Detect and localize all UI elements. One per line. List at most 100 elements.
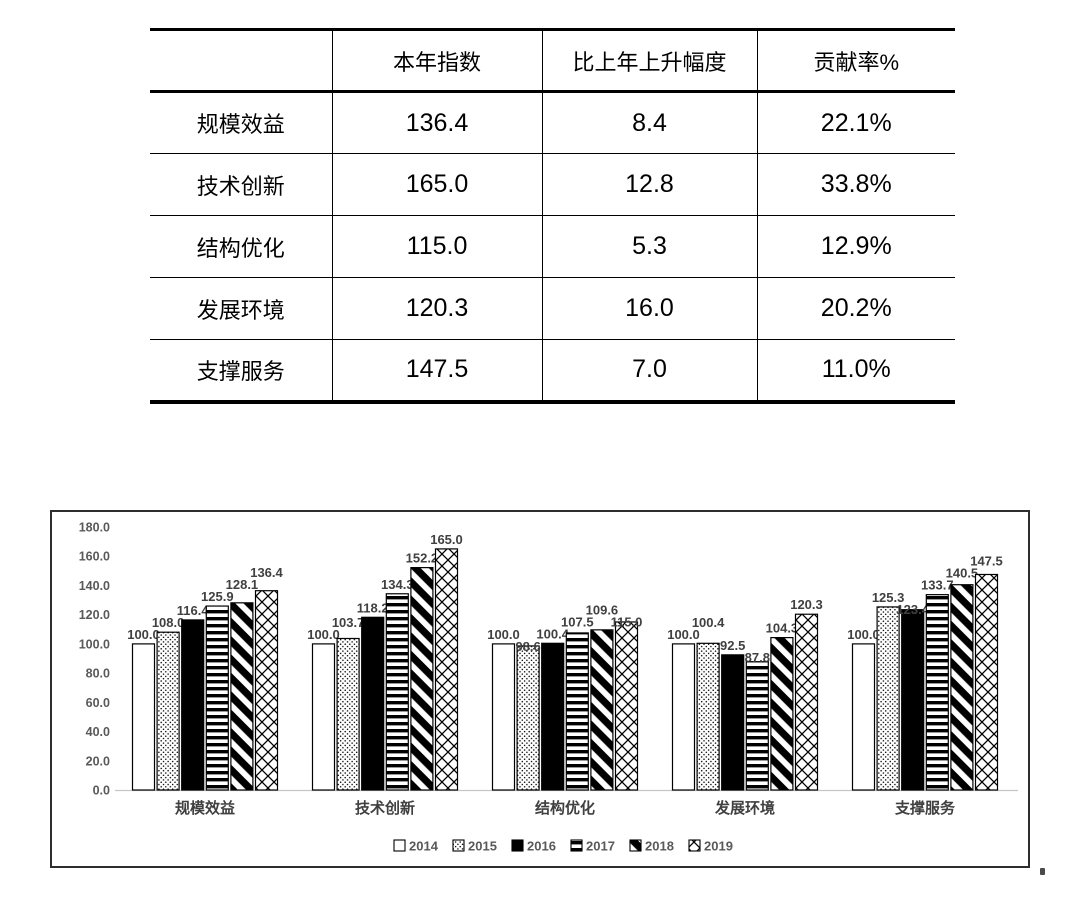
artifact-mark [1040,868,1045,875]
table-row: 支撑服务 147.5 7.0 11.0% [150,339,955,402]
y-tick-label: 60.0 [86,696,110,710]
bar-2018-group4 [950,584,974,791]
y-tick-label: 0.0 [93,784,110,798]
value-label: 125.3 [872,590,905,605]
value-label: 100.0 [847,627,880,642]
value-label: 87.8 [745,650,770,665]
table-header-cell: 比上年上升幅度 [541,29,757,92]
bar-2014-group1 [311,643,336,791]
value-label: 100.0 [127,627,160,642]
cell-value: 8.4 [541,91,757,154]
bar-2014-group2 [491,643,516,791]
row-label: 发展环境 [196,297,285,323]
table-header-row: 本年指数 比上年上升幅度 贡献率% [150,29,955,92]
value-label: 100.0 [667,627,700,642]
bar-2015-group2 [516,645,540,791]
value-label: 165.0 [430,532,463,547]
bar-2017-group1 [385,593,409,791]
cell-value: 115.0 [331,215,542,278]
value-label: 100.0 [487,627,520,642]
value-label: 118.2 [357,600,389,615]
cell-value: 5.3 [541,215,757,278]
bar-2018-group0 [230,602,254,791]
legend-label-2014: 2014 [409,839,439,854]
legend-swatch-2017 [570,839,583,852]
category-label: 规模效益 [175,799,235,817]
bar-2019-group2 [614,621,639,791]
bar-2016-group0 [181,619,205,791]
value-label: 109.6 [586,602,619,617]
bar-2019-group0 [254,590,279,791]
bar-2019-group1 [434,548,459,791]
bar-2017-group0 [205,605,229,791]
cell-value: 11.0% [756,339,955,402]
value-label: 92.5 [720,638,745,653]
bar-2019-group4 [974,573,999,791]
category-label: 技术创新 [355,799,415,817]
bar-2016-group3 [721,654,745,791]
value-label: 115.0 [611,614,643,629]
legend-swatch-2014 [393,839,406,852]
legend-label-2016: 2016 [527,839,556,854]
value-label: 133.7 [921,578,954,593]
row-label: 规模效益 [196,112,285,137]
y-tick-label: 20.0 [86,754,110,768]
table-body: 规模效益 136.4 8.4 22.1% 技术创新 165.0 12.8 33.8% 结构优化 1… [150,91,955,402]
y-tick-label: 40.0 [86,725,110,739]
bar-2015-group1 [336,637,360,791]
cell-value: 7.0 [541,339,757,402]
y-tick-label: 180.0 [79,521,110,535]
bar-2018-group2 [590,629,614,791]
legend-label-2019: 2019 [704,839,733,854]
cell-value: 147.5 [331,339,542,402]
bar-2016-group1 [361,616,385,791]
row-label: 技术创新 [196,173,285,199]
legend-swatch-2015 [452,839,465,852]
value-label: 98.6 [515,639,540,654]
category-label: 支撑服务 [894,799,956,817]
indicator-table: 本年指数 比上年上升幅度 贡献率% 规模效益 136.4 8.4 22.1% 技术创新 165… [150,28,955,404]
legend-label-2018: 2018 [645,839,674,854]
bar-chart: 0.0 20.0 40.0 60.0 80.0 100.0 120.0 140.0 160.0 1… [79,521,1018,854]
value-label: 123.4 [896,602,929,617]
cell-value: 136.4 [331,91,542,154]
table-row: 规模效益 136.4 8.4 22.1% [150,91,955,154]
category-label: 发展环境 [714,799,775,817]
bar-2016-group2 [541,642,565,791]
value-label: 100.0 [307,627,340,642]
table-row: 结构优化 115.0 5.3 12.9% [150,215,955,278]
legend-swatch-2018 [629,839,642,852]
y-tick-label: 100.0 [79,637,110,651]
cell-value: 120.3 [331,277,542,340]
legend-swatch-2019 [688,839,701,852]
value-label: 152.2 [406,551,439,566]
value-label: 108.0 [152,615,185,630]
value-label: 104.3 [766,621,799,636]
cell-value: 22.1% [756,91,955,154]
value-label: 107.5 [561,614,594,629]
value-label: 136.4 [250,565,283,580]
bar-2016-group4 [901,609,925,791]
table-header-cell: 本年指数 [331,29,542,92]
bar-2019-group3 [794,613,819,791]
bar-2017-group4 [925,594,949,791]
cell-value: 20.2% [756,277,955,340]
y-tick-label: 80.0 [86,667,110,681]
bar-2015-group0 [156,631,180,791]
value-label: 140.5 [946,566,979,581]
table-corner-cell [150,30,332,92]
value-label: 116.4 [177,603,210,618]
bar-2014-group4 [851,643,876,791]
value-label: 128.1 [226,577,259,592]
bar-2018-group3 [770,637,794,791]
y-tick-label: 120.0 [79,608,110,622]
value-label: 100.4 [692,615,725,630]
cell-value: 165.0 [331,153,542,216]
table-header-cell: 贡献率% [756,29,955,92]
cell-value: 12.8 [541,153,757,216]
legend-swatch-2016 [511,839,524,852]
cell-value: 16.0 [541,277,757,340]
bar-2017-group3 [745,661,769,791]
value-label: 103.7 [332,615,365,630]
